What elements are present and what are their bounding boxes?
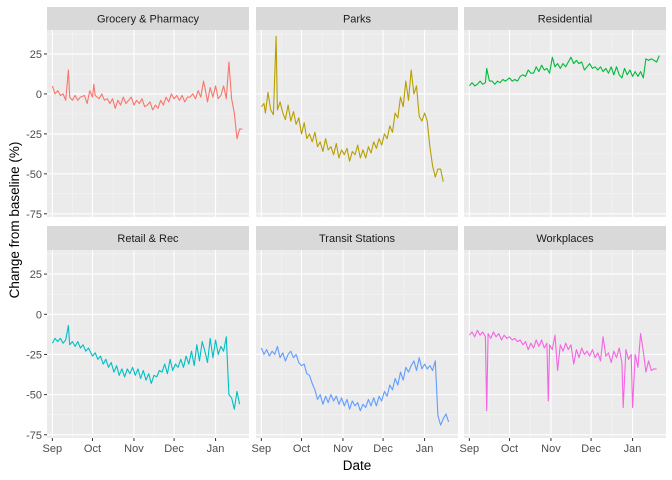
x-tick-label: Oct <box>501 443 518 455</box>
x-axis-title: Date <box>343 458 372 473</box>
panel-workplaces: Workplaces <box>464 226 666 438</box>
panel-retail-and-rec: Retail & Rec <box>47 226 249 438</box>
x-tick-label: Nov <box>541 443 561 455</box>
x-tick-label: Dec <box>164 443 184 455</box>
strip-residential <box>464 7 666 30</box>
series-line-transit-stations <box>260 345 450 426</box>
strip-label-transit-stations: Transit Stations <box>319 233 396 245</box>
series-line-grocery-and-pharmacy <box>51 61 243 140</box>
strip-label-grocery-and-pharmacy: Grocery & Pharmacy <box>97 14 200 26</box>
x-tick-label: Dec <box>373 443 393 455</box>
y-tick-label: -75 <box>26 209 42 221</box>
x-tick-label: Oct <box>84 443 101 455</box>
y-tick-label: -50 <box>26 169 42 181</box>
panel-transit-stations: Transit Stations <box>256 226 458 438</box>
strip-label-retail-and-rec: Retail & Rec <box>117 233 179 245</box>
panel-background-residential <box>464 30 666 217</box>
panel-grocery-and-pharmacy: Grocery & Pharmacy <box>47 7 249 217</box>
y-tick-label: -50 <box>26 390 42 402</box>
series-line-retail-and-rec <box>51 324 241 410</box>
y-axis-title: Change from baseline (%) <box>7 142 22 299</box>
x-tick-label: Nov <box>124 443 144 455</box>
panel-residential: Residential <box>464 7 666 217</box>
facet-panels: Grocery & Pharmacy Parks Residential Retail… <box>47 7 666 438</box>
strip-label-parks: Parks <box>343 14 372 26</box>
series-line-residential <box>468 55 660 87</box>
x-tick-label: Sep <box>252 443 272 455</box>
series-line-workplaces <box>468 329 657 412</box>
strip-transit-stations <box>256 226 458 250</box>
x-tick-label: Sep <box>460 443 480 455</box>
y-tick-label: -25 <box>26 349 42 361</box>
strip-grocery-and-pharmacy <box>47 7 249 30</box>
x-tick-label: Oct <box>293 443 310 455</box>
x-tick-label: Jan <box>416 443 434 455</box>
panel-parks: Parks <box>256 7 458 217</box>
strip-parks <box>256 7 458 30</box>
panel-background-transit-stations <box>256 250 458 438</box>
x-tick-label: Jan <box>624 443 642 455</box>
x-tick-label: Dec <box>581 443 601 455</box>
strip-workplaces <box>464 226 666 250</box>
x-tick-label: Sep <box>43 443 63 455</box>
strip-retail-and-rec <box>47 226 249 250</box>
y-tick-label: 25 <box>30 49 42 61</box>
x-tick-label: Jan <box>207 443 225 455</box>
strip-label-workplaces: Workplaces <box>536 233 594 245</box>
panel-background-retail-and-rec <box>47 250 249 438</box>
y-tick-label: 0 <box>36 309 42 321</box>
x-tick-label: Nov <box>333 443 353 455</box>
y-tick-label: -25 <box>26 129 42 141</box>
panel-background-grocery-and-pharmacy <box>47 30 249 217</box>
y-tick-label: 0 <box>36 89 42 101</box>
y-tick-label: -75 <box>26 430 42 442</box>
strip-label-residential: Residential <box>538 14 592 26</box>
series-line-parks <box>260 35 444 182</box>
y-tick-label: 25 <box>30 269 42 281</box>
